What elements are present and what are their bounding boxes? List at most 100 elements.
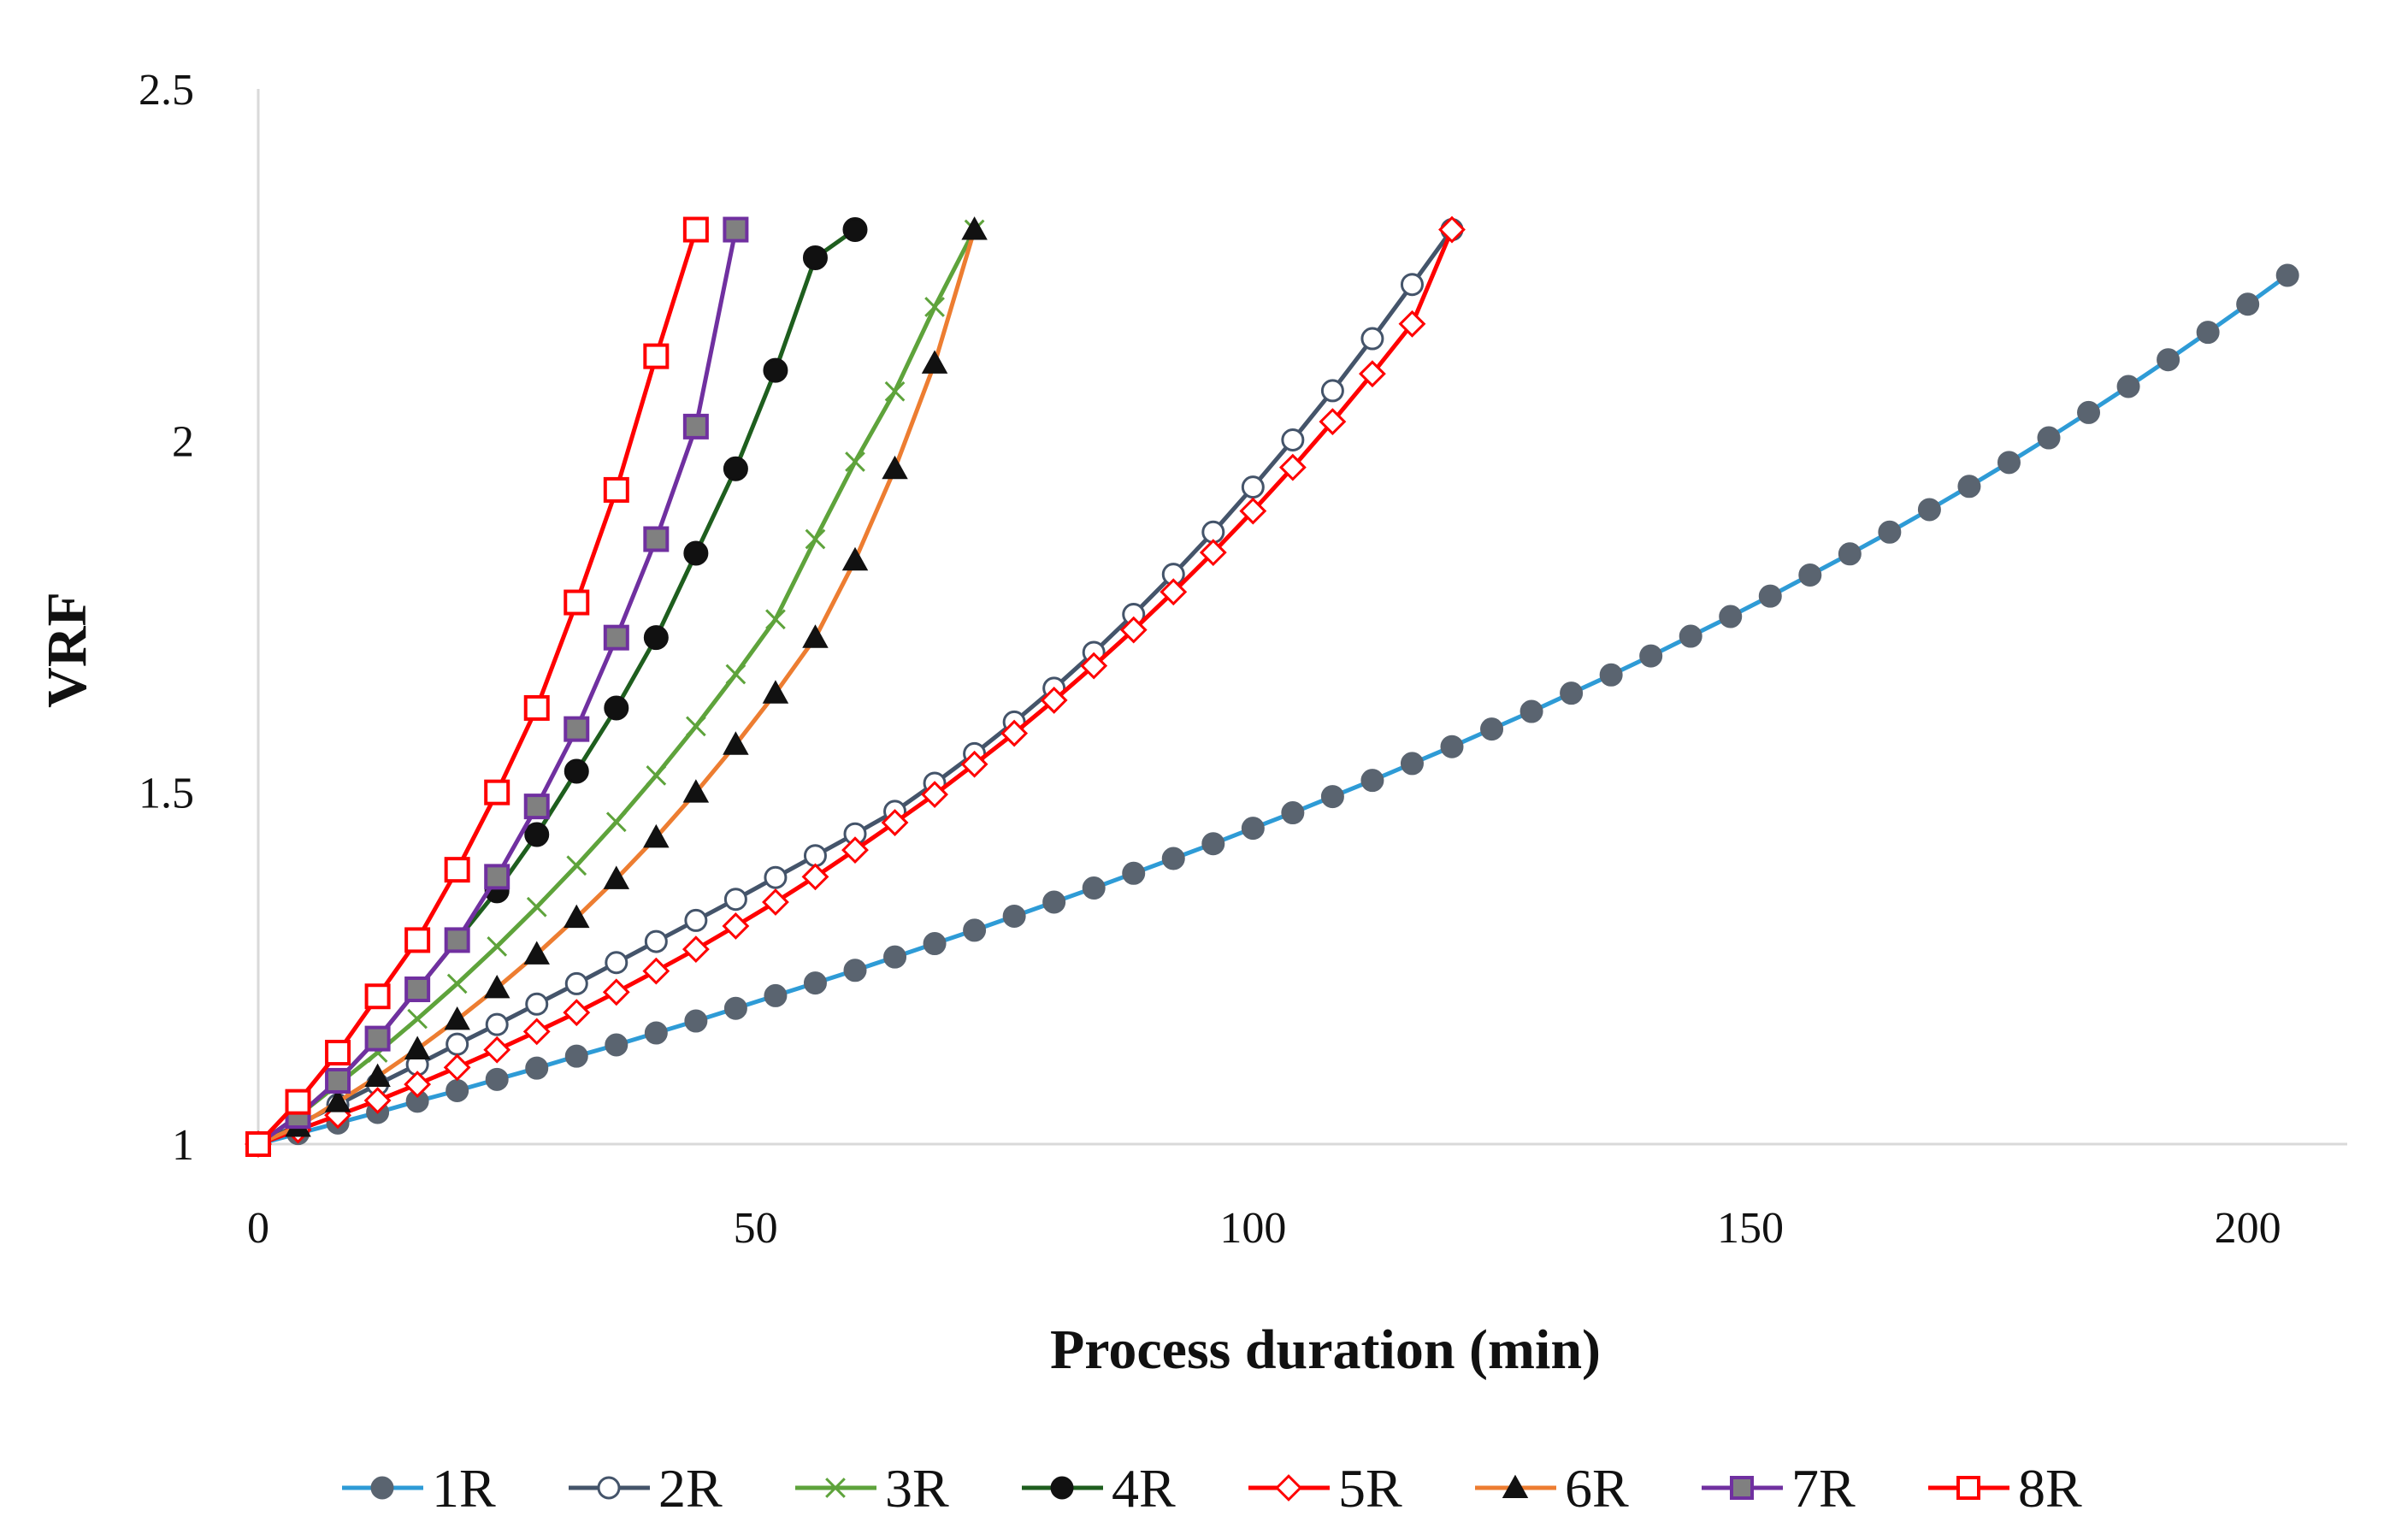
data-point-2R bbox=[605, 951, 628, 975]
series-5R bbox=[245, 215, 1466, 1158]
data-point-7R bbox=[523, 794, 550, 820]
data-point-1R bbox=[1320, 785, 1344, 809]
data-point-5R bbox=[881, 809, 909, 836]
data-point-7R bbox=[364, 1025, 391, 1052]
data-point-1R bbox=[684, 1009, 708, 1033]
data-point-2R bbox=[1320, 379, 1344, 403]
legend-marker-5R bbox=[1275, 1474, 1302, 1502]
legend-label-6R: 6R bbox=[1565, 1458, 1629, 1519]
data-point-2R bbox=[803, 844, 827, 868]
data-point-5R bbox=[921, 781, 948, 809]
data-point-5R bbox=[1119, 616, 1148, 644]
data-point-5R bbox=[404, 1071, 432, 1098]
data-point-1R bbox=[1679, 624, 1702, 648]
data-point-1R bbox=[803, 971, 827, 995]
legend-label-2R: 2R bbox=[658, 1458, 723, 1519]
data-point-5R bbox=[522, 1018, 551, 1046]
data-point-1R bbox=[605, 1033, 628, 1057]
data-point-7R bbox=[404, 977, 431, 1003]
data-point-2R bbox=[684, 908, 708, 932]
legend-label-1R: 1R bbox=[432, 1458, 496, 1519]
data-point-3R bbox=[526, 896, 547, 918]
data-point-2R bbox=[723, 888, 747, 912]
series-8R bbox=[245, 216, 709, 1157]
data-point-1R bbox=[1002, 904, 1026, 928]
legend-marker-6R bbox=[1502, 1474, 1529, 1499]
data-point-4R bbox=[842, 217, 868, 243]
data-point-3R bbox=[765, 609, 786, 630]
data-point-1R bbox=[1201, 832, 1225, 856]
data-point-5R bbox=[960, 750, 988, 778]
data-point-6R bbox=[723, 731, 749, 755]
x-tick-label: 50 bbox=[734, 1204, 778, 1253]
data-point-3R bbox=[566, 855, 587, 876]
data-point-2R bbox=[485, 1012, 509, 1036]
data-point-1R bbox=[2157, 348, 2180, 372]
data-point-7R bbox=[444, 927, 470, 953]
data-point-1R bbox=[1400, 752, 1424, 776]
data-point-2R bbox=[1281, 428, 1305, 452]
data-point-1R bbox=[1957, 475, 1981, 499]
data-point-2R bbox=[1241, 475, 1265, 499]
data-point-1R bbox=[2077, 400, 2101, 424]
data-point-1R bbox=[923, 932, 947, 956]
legend-label-4R: 4R bbox=[1112, 1458, 1176, 1519]
series-1R bbox=[246, 263, 2299, 1156]
data-point-1R bbox=[1599, 663, 1623, 687]
y-tick-label: 1 bbox=[172, 1121, 194, 1170]
series-7R bbox=[245, 216, 749, 1157]
legend-marker-4R bbox=[1050, 1476, 1074, 1500]
data-point-5R bbox=[722, 912, 750, 940]
data-point-1R bbox=[1798, 563, 1822, 587]
legend-marker-1R bbox=[370, 1476, 394, 1500]
data-point-5R bbox=[1000, 719, 1029, 747]
y-tick-label: 2.5 bbox=[139, 66, 194, 115]
data-point-3R bbox=[686, 716, 706, 737]
data-point-6R bbox=[921, 350, 948, 374]
legend-item-2R: 2R bbox=[569, 1458, 723, 1519]
data-point-5R bbox=[1199, 539, 1227, 567]
data-point-8R bbox=[523, 694, 550, 721]
data-point-6R bbox=[802, 624, 829, 648]
data-point-5R bbox=[1319, 408, 1347, 436]
data-point-5R bbox=[1239, 497, 1267, 525]
data-point-5R bbox=[602, 978, 630, 1006]
data-point-3R bbox=[605, 811, 627, 833]
legend-label-5R: 5R bbox=[1338, 1458, 1402, 1519]
data-point-5R bbox=[1278, 453, 1307, 481]
y-tick-label: 1.5 bbox=[139, 770, 194, 818]
x-tick-label: 150 bbox=[1717, 1204, 1784, 1253]
data-point-5R bbox=[1160, 578, 1188, 606]
data-point-2R bbox=[525, 992, 549, 1016]
data-point-1R bbox=[1838, 542, 1862, 566]
data-point-1R bbox=[1122, 861, 1146, 885]
data-point-5R bbox=[1040, 686, 1068, 714]
data-point-6R bbox=[762, 680, 789, 704]
data-point-4R bbox=[802, 245, 828, 270]
y-tick-label: 2 bbox=[172, 417, 194, 466]
data-point-5R bbox=[1438, 215, 1466, 244]
legend-label-8R: 8R bbox=[2018, 1458, 2082, 1519]
data-point-1R bbox=[2275, 263, 2299, 287]
data-point-7R bbox=[682, 413, 709, 440]
data-point-8R bbox=[404, 927, 431, 953]
x-axis-title: Process duration (min) bbox=[1050, 1319, 1601, 1381]
data-point-8R bbox=[325, 1040, 351, 1066]
data-point-8R bbox=[444, 857, 470, 883]
data-point-3R bbox=[725, 664, 746, 685]
data-point-5R bbox=[762, 888, 789, 916]
data-point-1R bbox=[1042, 890, 1066, 914]
legend-item-4R: 4R bbox=[1022, 1458, 1176, 1519]
data-point-1R bbox=[883, 945, 907, 969]
data-point-5R bbox=[563, 999, 591, 1027]
data-point-1R bbox=[963, 918, 987, 942]
data-point-1R bbox=[644, 1021, 668, 1045]
series-layer bbox=[245, 215, 2299, 1158]
data-point-1R bbox=[1917, 498, 1941, 522]
axes: 0 50 100 150 200 1 1.5 2 2.5 bbox=[139, 66, 2347, 1253]
data-point-1R bbox=[485, 1067, 509, 1091]
data-point-1R bbox=[1360, 769, 1384, 793]
legend-marker-8R bbox=[1956, 1476, 1980, 1500]
